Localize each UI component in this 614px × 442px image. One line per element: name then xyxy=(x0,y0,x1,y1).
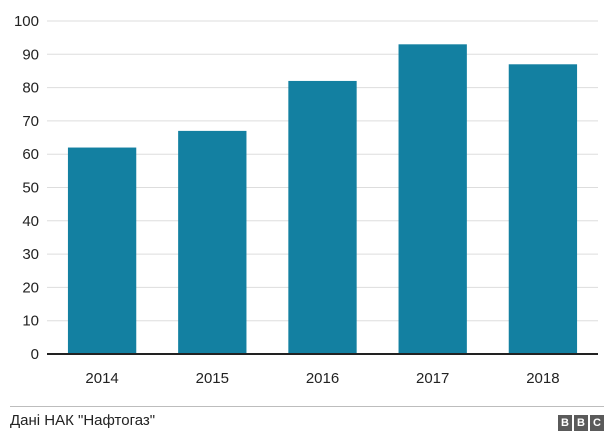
y-tick-label: 10 xyxy=(22,313,39,330)
bar-2016 xyxy=(288,80,357,354)
y-tick-label: 20 xyxy=(22,279,39,296)
bar-2014 xyxy=(67,147,137,354)
y-tick-label: 70 xyxy=(22,113,39,130)
bbc-logo-letter-b1: B xyxy=(558,415,572,431)
y-tick-label: 80 xyxy=(22,80,39,97)
y-tick-label: 30 xyxy=(22,246,39,263)
x-tick-label: 2017 xyxy=(416,370,449,387)
y-tick-label: 40 xyxy=(22,213,39,230)
y-tick-label: 0 xyxy=(31,346,39,363)
bbc-logo: B B C xyxy=(558,415,604,431)
source-note: Дані НАК "Нафтогаз" xyxy=(10,412,156,429)
y-tick-label: 100 xyxy=(14,13,39,30)
y-tick-label: 90 xyxy=(22,46,39,63)
y-tick-label: 50 xyxy=(22,180,39,197)
bar-2015 xyxy=(178,130,247,354)
bar-2017 xyxy=(398,44,467,355)
bar-2018 xyxy=(508,64,578,354)
bbc-logo-letter-b2: B xyxy=(574,415,588,431)
x-tick-label: 2014 xyxy=(85,370,118,387)
bar-chart: 0 10 20 30 40 50 60 70 80 90 100 2014 2015 2016 2017 20… xyxy=(14,13,598,387)
bbc-logo-letter-c: C xyxy=(590,415,604,431)
footer-divider xyxy=(10,406,604,407)
x-tick-label: 2015 xyxy=(196,370,229,387)
x-tick-label: 2016 xyxy=(306,370,339,387)
x-tick-label: 2018 xyxy=(526,370,559,387)
y-tick-label: 60 xyxy=(22,146,39,163)
